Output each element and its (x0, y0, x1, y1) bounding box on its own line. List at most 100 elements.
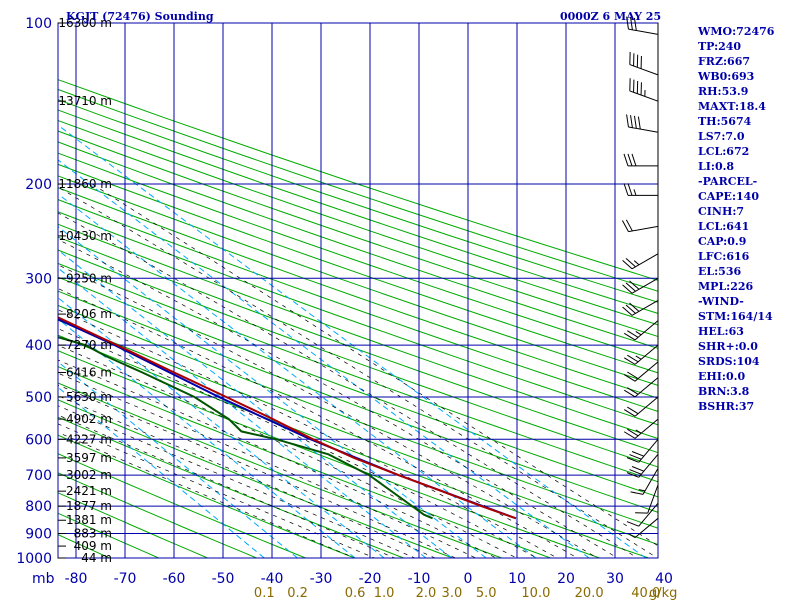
temperature-tick-label: -60 (163, 571, 186, 587)
temperature-tick-label: 10 (508, 571, 526, 587)
temperature-tick-label: -40 (261, 571, 284, 587)
wind-barb (622, 299, 659, 316)
height-tick-label: 1381 m (66, 513, 112, 527)
wind-barb (629, 517, 659, 539)
height-tick-label: 3002 m (66, 468, 112, 482)
height-tick-label: 2421 m (66, 484, 112, 498)
mixing-ratio-tick-label: 3.0 (442, 586, 463, 600)
mixing-ratio-tick-label: 5.0 (476, 586, 497, 600)
wind-barb (623, 320, 659, 341)
dry-adiabat-line (58, 99, 658, 303)
index-line: WB0:693 (697, 70, 754, 83)
index-line: BSHR:37 (698, 400, 754, 413)
dry-adiabat-line (58, 382, 502, 558)
temperature-tick-label: -50 (212, 571, 235, 587)
height-tick-label: 3597 m (66, 451, 112, 465)
index-line: WMO:72476 (697, 25, 775, 38)
wind-barb (622, 277, 659, 294)
wind-barb (630, 468, 659, 495)
wind-barb (622, 253, 659, 270)
moist-adiabat-line (58, 238, 619, 558)
wind-barb (629, 78, 659, 102)
pressure-tick-label: 500 (25, 390, 52, 406)
wind-barb (621, 219, 659, 233)
dry-adiabat-line (58, 109, 658, 314)
height-labels: 16300 m 13710 m 11860 m 10430 m 9250 m 8206 m… (58, 16, 112, 565)
dry-adiabat-line (58, 141, 658, 349)
index-line: EL:536 (698, 265, 741, 278)
mixing-ratio-tick-label: 0.6 (345, 586, 366, 600)
chart-date: 0000Z 6 MAY 25 (560, 10, 661, 23)
height-tick-label: 8206 m (66, 307, 112, 321)
mixing-ratio-tick-label: 40.0 (631, 586, 660, 600)
height-tick-label: 4902 m (66, 412, 112, 426)
mixing-ratio-line (58, 318, 356, 558)
height-tick-label: 10430 m (58, 229, 112, 243)
dry-adiabat-line (58, 152, 658, 361)
moist-adiabat-line (58, 359, 497, 558)
index-line: LFC:616 (698, 250, 750, 263)
moist-adiabat-line (58, 372, 477, 558)
temperature-tick-label: -10 (408, 571, 431, 587)
index-line: HEL:63 (698, 325, 744, 338)
index-line: MPL:226 (698, 280, 754, 293)
temperature-trace (58, 316, 517, 520)
temperature-axis: -80 -70 -60 -50 -40 -30 -20 -10 0 10 20 30 40 (65, 571, 673, 587)
mixing-ratio-axis: 0.1 0.2 0.6 1.0 2.0 3.0 5.0 10.0 20.0 40.0 (254, 586, 660, 600)
wind-barb (623, 418, 659, 439)
index-line: -PARCEL- (698, 175, 757, 188)
wind-barb (629, 51, 659, 76)
wind-barb (626, 114, 659, 133)
pressure-axis: 100 200 300 400 500 600 700 800 900 1000 (16, 16, 52, 567)
height-tick-label: 6416 m (66, 365, 112, 379)
temperature-tick-label: 20 (557, 571, 575, 587)
height-tick-label: 7270 m (66, 338, 112, 352)
temperature-tick-label: -30 (310, 571, 333, 587)
index-line: BRN:3.8 (698, 385, 750, 398)
temperature-tick-label: 30 (606, 571, 624, 587)
wind-barb (635, 484, 659, 514)
moist-adiabat-line (58, 328, 538, 558)
moist-adiabat-line (58, 288, 579, 558)
wind-barb (623, 396, 659, 417)
dry-adiabat-line (58, 399, 453, 558)
temperature-tick-label: -20 (359, 571, 382, 587)
temperature-tick-label: 40 (655, 571, 673, 587)
dry-adiabat-line (58, 199, 658, 412)
mixing-ratio-line (58, 297, 385, 558)
height-tick-label: 1877 m (66, 499, 112, 513)
dry-adiabat-line (58, 434, 355, 558)
dry-adiabat-line (58, 236, 658, 454)
dry-adiabat-line (58, 79, 658, 281)
pressure-tick-label: 200 (25, 177, 52, 193)
index-line: CINH:7 (698, 205, 744, 218)
mixing-ratio-line (58, 249, 453, 558)
index-line: STM:164/14 (698, 310, 773, 323)
wind-barb (623, 377, 659, 398)
pressure-tick-label: 400 (25, 338, 52, 354)
index-line: TP:240 (698, 40, 741, 53)
mixing-ratio-tick-label: 0.1 (254, 586, 275, 600)
height-tick-label: 409 m (74, 539, 112, 553)
temperature-tick-label: -70 (114, 571, 137, 587)
moist-adiabat-line (58, 405, 416, 558)
index-line: TH:5674 (698, 115, 752, 128)
moist-adiabat-line (58, 414, 396, 558)
temperature-tick-label: 0 (464, 571, 473, 587)
mixing-ratio-line (58, 226, 487, 558)
temperature-tick-label: -80 (65, 571, 88, 587)
wind-barb (623, 361, 659, 382)
dewpoint-trace (58, 336, 433, 520)
moist-adiabat-line (58, 309, 558, 558)
pressure-unit-label: mb (32, 571, 55, 587)
dry-adiabat-line (58, 223, 658, 440)
height-tick-label: 9250 m (66, 271, 112, 285)
moist-adiabat-line (58, 186, 658, 558)
index-line: MAXT:18.4 (698, 100, 766, 113)
mixing-ratio-tick-label: 2.0 (416, 586, 437, 600)
mixing-ratio-tick-label: 1.0 (374, 586, 395, 600)
dry-adiabat-line (58, 366, 551, 558)
pressure-tick-label: 100 (25, 16, 52, 32)
index-line: SHR+:0.0 (698, 340, 758, 353)
index-line: EHI:0.0 (698, 370, 745, 383)
